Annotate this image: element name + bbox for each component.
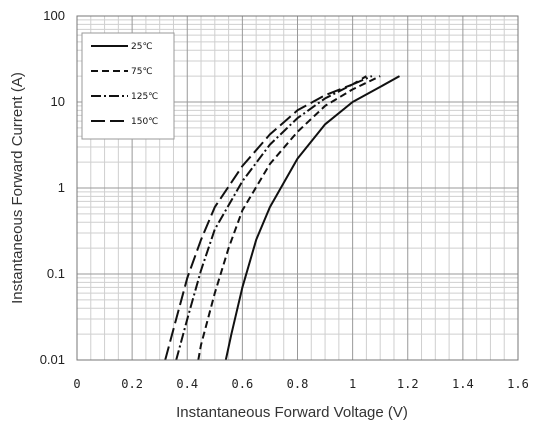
x-tick-label: 1.6 [507, 377, 529, 391]
series-layer [164, 75, 400, 361]
series-line-2 [175, 75, 373, 361]
x-tick-labels: 0 0.2 0.4 0.6 0.8 1 1.2 1.4 1.6 [73, 377, 528, 391]
x-tick-label: 0.8 [287, 377, 309, 391]
legend-label: 75℃ [131, 67, 153, 77]
x-tick-label: 0 [73, 377, 80, 391]
y-tick-label: 0.01 [40, 352, 65, 367]
x-tick-label: 1.4 [452, 377, 474, 391]
x-tick-label: 1 [349, 377, 356, 391]
legend-label: 125℃ [131, 92, 158, 102]
y-tick-label: 0.1 [47, 266, 65, 281]
series-line-3 [164, 75, 367, 361]
legend-box [81, 32, 175, 140]
series-line-0 [224, 75, 400, 361]
x-tick-label: 0.4 [176, 377, 198, 391]
y-tick-label: 10 [51, 94, 65, 109]
x-tick-label: 0.6 [232, 377, 254, 391]
y-tick-labels: 0.01 0.1 1 10 100 [40, 8, 65, 367]
x-axis-label: Instantaneous Forward Voltage (V) [176, 404, 408, 421]
y-axis-label: Instantaneous Forward Current (A) [9, 72, 26, 304]
x-tick-label: 0.2 [121, 377, 143, 391]
y-tick-label: 100 [43, 8, 65, 23]
legend-label: 150℃ [131, 117, 158, 127]
legend: 25℃ 75℃ 125℃ 150℃ [81, 32, 175, 140]
legend-label: 25℃ [131, 42, 153, 52]
y-tick-label: 1 [58, 180, 65, 195]
plot-frame [76, 15, 519, 361]
x-tick-label: 1.2 [397, 377, 419, 391]
